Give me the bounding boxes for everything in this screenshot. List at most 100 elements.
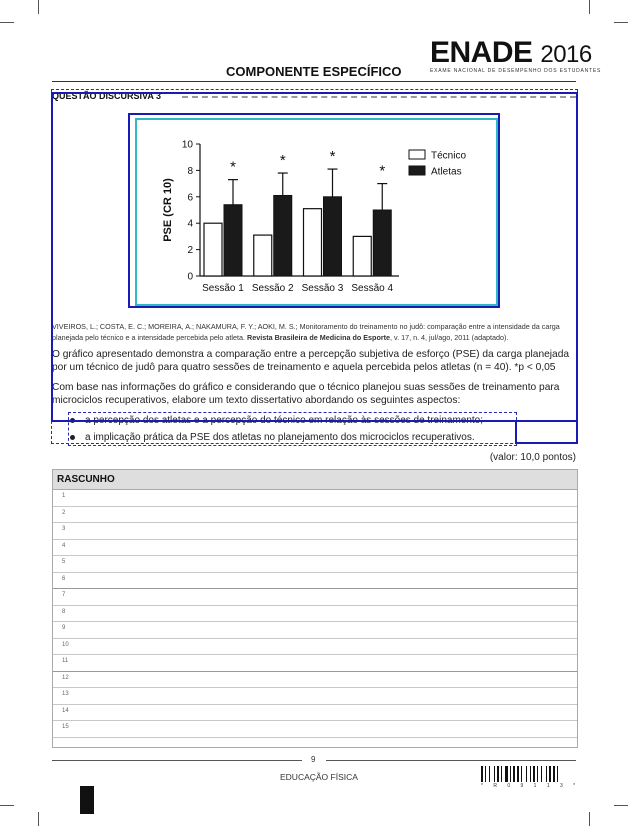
bar-tecnico xyxy=(352,235,372,277)
barcode xyxy=(481,766,558,782)
crop-mark xyxy=(614,805,628,806)
bar-tecnico xyxy=(253,234,273,277)
draft-line-number: 13 xyxy=(62,691,69,697)
y-axis-label: PSE (CR 10) xyxy=(162,178,174,242)
crop-mark xyxy=(0,22,14,23)
significance-marker: * xyxy=(280,152,286,169)
barcode-bar xyxy=(505,766,508,782)
footer-rule-left xyxy=(52,760,302,761)
draft-line-number: 4 xyxy=(62,542,66,549)
barcode-bar xyxy=(481,766,483,782)
x-tick-label: Sessão 2 xyxy=(252,283,294,294)
logo-year: 2016 xyxy=(540,41,592,68)
bar-chart: 0 2 4 6 8 10 PSE (CR 10) * Sessão 1 * Sessão 2 * Ses… xyxy=(162,140,466,295)
selection-box-text xyxy=(51,92,578,422)
bar-tecnico xyxy=(302,208,323,277)
legend-label: Atletas xyxy=(431,167,462,178)
barcode-bar xyxy=(485,766,486,782)
bullet-item: a implicação prática da PSE dos atletas … xyxy=(70,432,475,443)
legend-swatch xyxy=(408,165,426,176)
draft-line[interactable]: 5 xyxy=(53,556,577,573)
x-tick-label: Sessão 4 xyxy=(351,283,393,294)
draft-line[interactable]: 2 xyxy=(53,507,577,523)
significance-marker: * xyxy=(379,163,385,180)
question-paragraph-1: O gráfico apresentado demonstra a compar… xyxy=(52,349,570,373)
crop-mark xyxy=(614,22,628,23)
barcode-bar xyxy=(526,766,527,782)
barcode-bar xyxy=(494,766,495,782)
draft-lines[interactable]: 1 2 3 4 5 6 7 8 9 10 11 12 13 14 15 xyxy=(53,490,577,738)
draft-line[interactable]: 8 xyxy=(53,606,577,622)
footer-rule-right xyxy=(326,760,576,761)
barcode-bar xyxy=(541,766,542,782)
bullet-dot xyxy=(70,434,75,440)
significance-marker: * xyxy=(330,148,336,165)
draft-line[interactable]: 10 xyxy=(53,639,577,655)
barcode-bar xyxy=(501,766,502,782)
y-tick-label: 6 xyxy=(187,192,193,203)
draft-area[interactable]: RASCUNHO 1 2 3 4 5 6 7 8 9 10 11 12 13 14 15 xyxy=(52,469,578,748)
enade-logo: ENADE 2016 xyxy=(430,38,592,70)
selection-box-bullets xyxy=(68,412,517,446)
draft-line-number: 14 xyxy=(62,707,69,714)
draft-line[interactable]: 9 xyxy=(53,622,577,639)
crop-mark xyxy=(38,812,39,826)
source-journal: Revista Brasileira de Medicina do Esport… xyxy=(247,333,391,342)
barcode-bar xyxy=(546,766,547,782)
y-tick-label: 0 xyxy=(187,272,193,283)
crop-mark xyxy=(589,0,590,14)
draft-line[interactable]: 15 xyxy=(53,721,577,738)
crop-mark xyxy=(0,805,14,806)
registration-mark xyxy=(80,786,94,814)
barcode-bar xyxy=(530,766,531,782)
barcode-bar xyxy=(497,766,499,782)
barcode-bar xyxy=(553,766,555,782)
barcode-bar xyxy=(510,766,511,782)
barcode-digits: * R 0 9 1 1 3 * xyxy=(481,783,580,789)
draft-line[interactable]: 4 xyxy=(53,540,577,556)
question-paragraph-2: Com base nas informações do gráfico e co… xyxy=(52,382,560,406)
draft-line[interactable]: 12 xyxy=(53,672,577,688)
course-name: EDUCAÇÃO FÍSICA xyxy=(280,772,358,782)
barcode-bar xyxy=(549,766,551,782)
draft-line[interactable]: 6 xyxy=(53,573,577,589)
draft-line-number: 15 xyxy=(62,724,69,730)
header-divider xyxy=(52,81,576,82)
y-tick-label: 2 xyxy=(187,245,193,256)
draft-line-number: 1 xyxy=(62,493,66,499)
source-tail: , v. 17, n. 4, jul/ago, 2011 (adaptado). xyxy=(390,333,509,342)
bullet-text: a implicação prática da PSE dos atletas … xyxy=(85,432,475,443)
barcode-bar xyxy=(489,766,490,782)
source-text: VIVEIROS, L.; COSTA, E. C.; MOREIRA, A.;… xyxy=(52,322,560,342)
draft-line[interactable]: 3 xyxy=(53,523,577,540)
barcode-bar xyxy=(517,766,519,782)
significance-marker: * xyxy=(230,159,236,176)
draft-line[interactable]: 1 xyxy=(53,490,577,507)
source-citation: VIVEIROS, L.; COSTA, E. C.; MOREIRA, A.;… xyxy=(52,321,576,343)
section-title: COMPONENTE ESPECÍFICO xyxy=(226,64,402,79)
draft-line[interactable]: 11 xyxy=(53,655,577,672)
chart-frame: 0 2 4 6 8 10 PSE (CR 10) * Sessão 1 * Sessão 2 * Ses… xyxy=(135,118,498,306)
draft-line[interactable]: 7 xyxy=(53,589,577,606)
logo-subtitle: EXAME NACIONAL DE DESEMPENHO DOS ESTUDAN… xyxy=(430,68,602,74)
selection-box-bullet-tail xyxy=(515,420,578,444)
crop-mark xyxy=(589,812,590,826)
draft-line-number: 6 xyxy=(62,575,66,582)
selection-box-chart xyxy=(128,113,500,308)
draft-line-number: 11 xyxy=(62,658,69,664)
bar-atletas xyxy=(273,194,293,277)
x-tick-label: Sessão 3 xyxy=(302,283,344,294)
draft-line-number: 5 xyxy=(62,559,66,565)
draft-line-number: 2 xyxy=(62,509,66,516)
draft-line-number: 8 xyxy=(62,608,66,615)
y-tick-label: 8 xyxy=(187,166,193,177)
logo-main: ENADE xyxy=(430,36,533,69)
question-title: QUESTÃO DISCURSIVA 3 xyxy=(52,91,162,101)
bar-tecnico xyxy=(203,222,223,277)
draft-title: RASCUNHO xyxy=(53,470,577,490)
y-tick-label: 10 xyxy=(182,140,194,151)
draft-line[interactable]: 14 xyxy=(53,705,577,721)
y-tick-label: 4 xyxy=(187,219,193,230)
crop-mark xyxy=(38,0,39,14)
draft-line[interactable]: 13 xyxy=(53,688,577,705)
